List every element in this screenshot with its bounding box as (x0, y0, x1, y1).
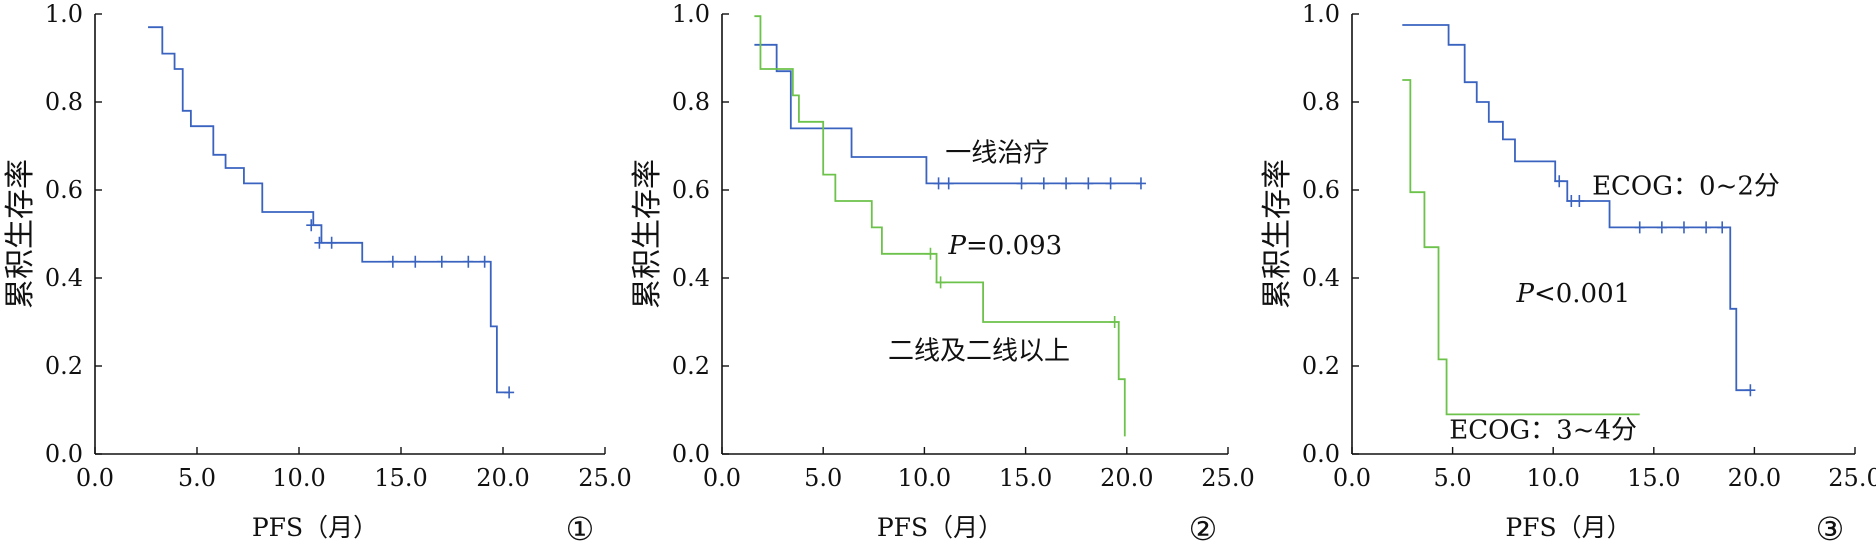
y-tick-label: 0.6 (1302, 176, 1340, 204)
annotation-text: 二线及二线以上 (888, 336, 1070, 366)
censor-mark (1678, 221, 1689, 234)
x-tick-label: 20.0 (476, 464, 529, 492)
survival-curve-1 (148, 26, 510, 394)
survival-curve-一线治疗 (754, 43, 1141, 185)
x-tick-label: 0.0 (1333, 464, 1371, 492)
survival-curve-ECOG：0~2分 (1402, 24, 1751, 392)
y-axis-title: 累积生存率 (1260, 159, 1295, 309)
censor-mark (1038, 177, 1049, 190)
y-tick-label: 0.2 (1302, 352, 1340, 380)
km-panel-1: 0.0 5.0 10.0 15.0 20.0 25.0 0.0 0.2 0.4 0.6 0.8 1.0… (3, 0, 632, 545)
y-tick-label: 0.2 (45, 352, 83, 380)
y-tick-label: 0.4 (672, 264, 710, 292)
x-tick-label: 15.0 (1627, 464, 1680, 492)
censor-mark (436, 255, 447, 268)
x-tick-label: 10.0 (272, 464, 325, 492)
y-axis-title: 累积生存率 (630, 159, 665, 309)
annotation: P=0.093 (948, 231, 1063, 261)
annotation-italic: P (948, 231, 967, 261)
annotation-italic: P (1515, 279, 1534, 309)
y-tick-label: 0.8 (672, 88, 710, 116)
censor-mark (1717, 221, 1728, 234)
annotation-text: <0.001 (1534, 279, 1630, 309)
x-axis-title: PFS（月） (1505, 513, 1631, 542)
y-tick-label: 1.0 (1302, 0, 1340, 28)
censor-mark (943, 177, 954, 190)
censor-mark (504, 386, 515, 399)
x-axis-title: PFS（月） (877, 513, 1003, 542)
y-tick-label: 1.0 (45, 0, 83, 28)
x-tick-label: 25.0 (1201, 464, 1254, 492)
annotation-text: =0.093 (966, 231, 1062, 261)
x-axis-title: PFS（月） (252, 513, 378, 542)
censor-mark (1061, 177, 1072, 190)
censor-mark (410, 255, 421, 268)
x-tick-label: 10.0 (1526, 464, 1579, 492)
y-tick-label: 0.6 (45, 176, 83, 204)
survival-curve-ECOG：3~4分 (1402, 79, 1640, 416)
panel-label: ③ (1816, 510, 1845, 545)
annotation: P<0.001 (1515, 279, 1630, 309)
censor-mark (479, 255, 490, 268)
y-tick-label: 0.2 (672, 352, 710, 380)
censor-mark (326, 236, 337, 249)
censor-mark (1634, 221, 1645, 234)
x-tick-label: 25.0 (578, 464, 631, 492)
censor-mark (1554, 175, 1565, 188)
annotation-text: ECOG：0~2分 (1592, 171, 1780, 201)
x-tick-label: 0.0 (76, 464, 114, 492)
x-tick-label: 10.0 (898, 464, 951, 492)
y-tick-label: 0.6 (672, 176, 710, 204)
y-tick-label: 0.0 (1302, 440, 1340, 468)
panel-label: ① (566, 510, 595, 545)
annotation-text: ECOG：3~4分 (1449, 416, 1637, 446)
y-tick-label: 0.0 (672, 440, 710, 468)
x-tick-label: 20.0 (1728, 464, 1781, 492)
y-tick-label: 0.8 (1302, 88, 1340, 116)
x-tick-label: 15.0 (999, 464, 1052, 492)
y-tick-label: 0.4 (45, 264, 83, 292)
y-tick-label: 0.8 (45, 88, 83, 116)
annotation-text: 一线治疗 (945, 138, 1049, 168)
censor-mark (935, 276, 946, 289)
y-tick-label: 0.0 (45, 440, 83, 468)
panel-label: ② (1189, 510, 1218, 545)
x-tick-label: 15.0 (374, 464, 427, 492)
censor-mark (1105, 177, 1116, 190)
annotation: 一线治疗 (945, 138, 1049, 168)
y-tick-label: 1.0 (672, 0, 710, 28)
x-tick-label: 25.0 (1828, 464, 1876, 492)
censor-mark (925, 247, 936, 260)
censor-mark (1574, 195, 1585, 207)
x-tick-label: 5.0 (804, 464, 842, 492)
annotation: ECOG：0~2分 (1592, 171, 1780, 201)
annotation: 二线及二线以上 (888, 336, 1070, 366)
censor-mark (1109, 316, 1120, 328)
y-tick-label: 0.4 (1302, 264, 1340, 292)
km-panel-3: 0.0 5.0 10.0 15.0 20.0 25.0 0.0 0.2 0.4 0.6 0.8 1.0… (1260, 0, 1876, 545)
x-tick-label: 20.0 (1100, 464, 1153, 492)
censor-mark (1656, 221, 1667, 234)
censor-mark (387, 255, 398, 268)
censor-mark (933, 177, 944, 190)
censor-mark (1016, 177, 1027, 190)
censor-mark (1083, 177, 1094, 190)
km-panel-2: 0.0 5.0 10.0 15.0 20.0 25.0 0.0 0.2 0.4 0.6 0.8 1.0… (630, 0, 1255, 545)
annotation: ECOG：3~4分 (1449, 416, 1637, 446)
x-tick-label: 5.0 (1434, 464, 1472, 492)
survival-curve-二线及二线以上 (754, 15, 1126, 437)
censor-mark (1135, 177, 1146, 190)
censor-mark (306, 219, 317, 232)
censor-mark (314, 236, 325, 249)
x-tick-label: 0.0 (703, 464, 741, 492)
x-tick-label: 5.0 (178, 464, 216, 492)
censor-mark (1745, 384, 1756, 397)
y-axis-title: 累积生存率 (3, 159, 38, 309)
censor-mark (1701, 221, 1712, 234)
censor-mark (463, 255, 474, 268)
